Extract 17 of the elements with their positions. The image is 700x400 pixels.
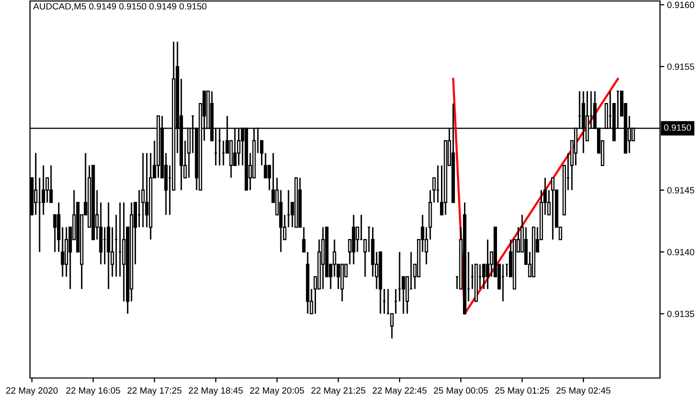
chart-title: AUDCAD,M5 0.9149 0.9150 0.9149 0.9150	[33, 3, 206, 11]
ref-line-label: 0.9150	[664, 124, 692, 131]
y-tick-label: 0.9140	[667, 248, 694, 256]
x-tick-label: 22 May 2020	[6, 387, 58, 396]
y-tick-label: 0.9135	[667, 310, 694, 318]
x-tick-label: 25 May 00:05	[434, 387, 488, 396]
x-tick-label: 25 May 01:25	[495, 387, 550, 396]
x-tick-label: 22 May 18:45	[188, 387, 243, 396]
y-tick-label: 0.9160	[667, 2, 694, 8]
x-tick-label: 22 May 21:25	[311, 387, 366, 396]
x-tick-label: 22 May 16:05	[66, 387, 120, 396]
x-tick-label: 25 May 02:45	[556, 387, 610, 396]
x-tick-label: 22 May 20:05	[250, 387, 304, 396]
x-tick-label: 22 May 22:45	[372, 387, 427, 396]
y-tick-label: 0.9155	[667, 63, 694, 70]
y-tick-label: 0.9145	[667, 187, 694, 194]
x-tick-label: 22 May 17:25	[128, 387, 182, 396]
